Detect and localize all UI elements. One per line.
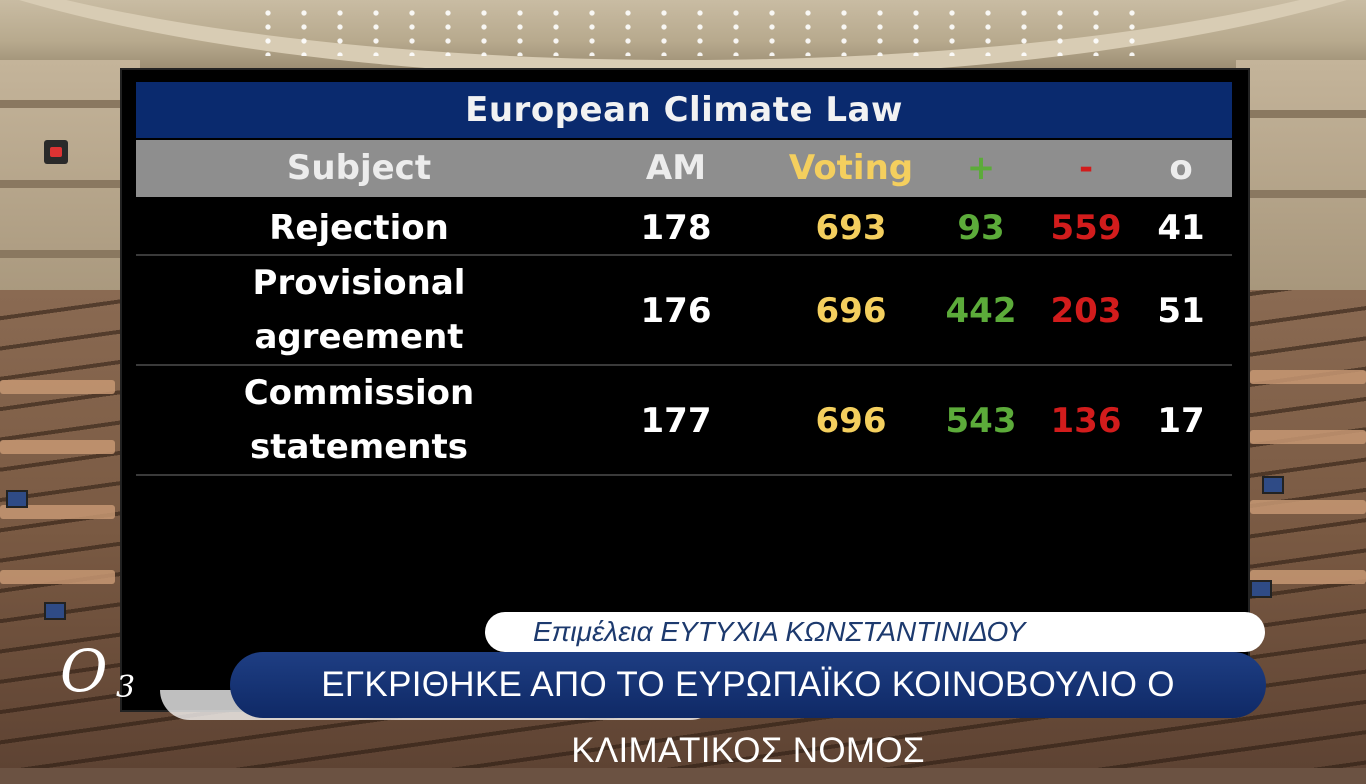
row-abstain: 51 — [1157, 291, 1205, 331]
table-row: Rejection 178 693 93 559 41 — [136, 199, 1232, 256]
row-subject: Rejection — [269, 208, 449, 248]
wall-band — [1246, 190, 1366, 198]
desk — [1250, 570, 1366, 584]
row-voting: 696 — [815, 291, 887, 331]
row-plus: 93 — [957, 208, 1005, 248]
row-divider — [136, 254, 1232, 256]
row-divider — [136, 474, 1232, 476]
right-wall — [1236, 60, 1366, 290]
row-abstain: 41 — [1157, 208, 1205, 248]
voting-results-board: European Climate Law Subject AM Voting +… — [120, 68, 1250, 712]
ceiling — [0, 0, 1366, 78]
desk — [1250, 430, 1366, 444]
header-subject: Subject — [286, 148, 432, 188]
row-subject-line2: statements — [250, 427, 468, 467]
channel-logo: O 3 — [60, 640, 140, 710]
desk — [0, 440, 115, 454]
wall-band — [0, 180, 120, 188]
row-subject-line2: agreement — [254, 317, 464, 357]
row-divider — [136, 364, 1232, 366]
wall-band — [0, 250, 120, 258]
desk — [0, 380, 115, 394]
row-am: 177 — [640, 401, 712, 441]
header-abstain: o — [1169, 148, 1193, 188]
desk — [1250, 500, 1366, 514]
news-headline: ΕΓΚΡΙΘΗΚΕ ΑΠΟ ΤΟ ΕΥΡΩΠΑΪΚΟ ΚΟΙΝΟΒΟΥΛΙΟ Ο… — [230, 652, 1266, 770]
row-plus: 543 — [945, 401, 1017, 441]
row-abstain: 17 — [1157, 401, 1205, 441]
desk-screen — [1250, 580, 1272, 598]
row-voting: 693 — [815, 208, 887, 248]
row-minus: 136 — [1050, 401, 1122, 441]
table-row: Commission statements 177 696 543 136 17 — [136, 366, 1232, 476]
header-minus: - — [1078, 148, 1094, 188]
wall-band — [1246, 110, 1366, 118]
desk — [1250, 370, 1366, 384]
logo-number: 3 — [116, 670, 136, 705]
logo-letter: O — [60, 637, 108, 705]
row-am: 178 — [640, 208, 712, 248]
desk-screen — [6, 490, 28, 508]
row-voting: 696 — [815, 401, 887, 441]
left-wall — [0, 60, 140, 310]
table-header-row: Subject AM Voting + - o — [136, 140, 1232, 197]
table-row: Provisional agreement 176 696 442 203 51 — [136, 256, 1232, 366]
desk — [0, 505, 115, 519]
row-subject-line1: Provisional — [252, 263, 466, 303]
wall-band — [0, 100, 120, 108]
row-plus: 442 — [945, 291, 1017, 331]
desk — [0, 570, 115, 584]
desk-screen — [44, 602, 66, 620]
desk-screen — [1262, 476, 1284, 494]
header-plus: + — [966, 148, 996, 188]
wall-clock-icon — [44, 140, 68, 164]
row-subject-line1: Commission — [243, 373, 475, 413]
row-minus: 203 — [1050, 291, 1122, 331]
ceiling-lights — [250, 6, 1150, 56]
editor-credit: Επιμέλεια ΕΥΤΥΧΙΑ ΚΩΝΣΤΑΝΤΙΝΙΔΟΥ — [485, 612, 1265, 652]
header-voting: Voting — [788, 148, 914, 188]
header-am: AM — [645, 148, 707, 188]
row-am: 176 — [640, 291, 712, 331]
board-title: European Climate Law — [136, 82, 1232, 138]
row-minus: 559 — [1050, 208, 1122, 248]
